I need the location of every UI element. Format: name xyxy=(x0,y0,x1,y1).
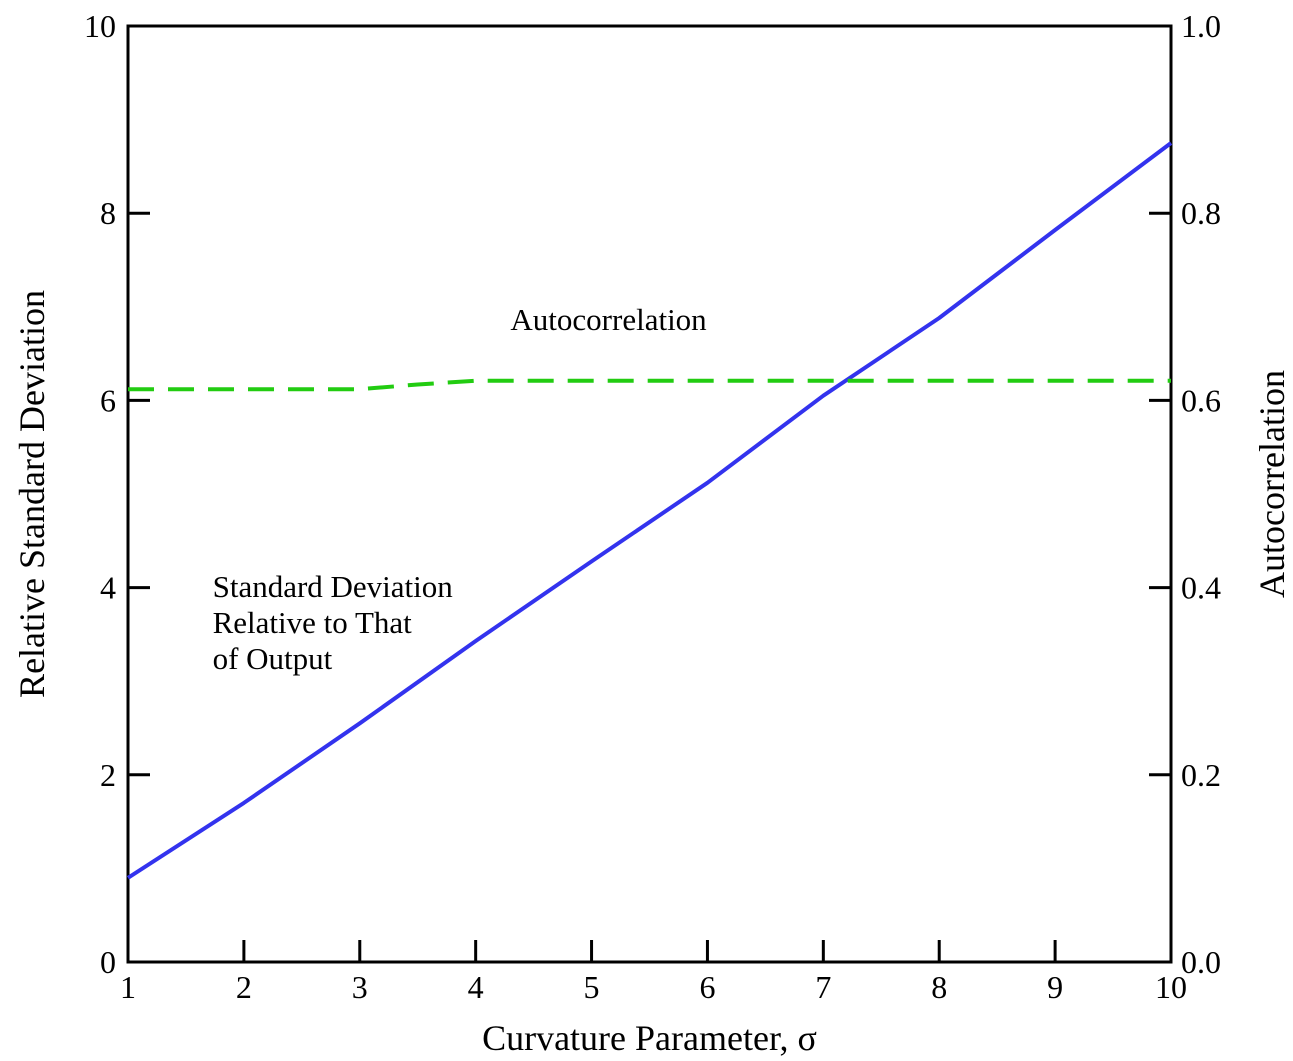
x-tick-label: 7 xyxy=(815,969,831,1005)
y-tick-label: 4 xyxy=(100,570,116,606)
x-tick-label: 9 xyxy=(1047,969,1063,1005)
y-tick-label: 6 xyxy=(100,382,116,418)
y2-tick-label: 0.4 xyxy=(1181,570,1221,606)
x-tick-label: 1 xyxy=(120,969,136,1005)
annotations: Autocorrelation Standard Deviation Relativ… xyxy=(213,302,708,676)
series-line-autocorrelation xyxy=(128,378,1171,392)
x-axis-title: Curvature Parameter, σ xyxy=(482,1018,817,1058)
annotation-label: Autocorrelation xyxy=(510,302,707,337)
series-group xyxy=(126,141,1173,880)
y2-tick-label: 0.0 xyxy=(1181,944,1221,980)
series-line-standard-deviation xyxy=(126,141,1173,880)
y2-tick-label: 0.2 xyxy=(1181,757,1221,793)
y-tick-label: 10 xyxy=(84,8,116,44)
y-tick-label: 2 xyxy=(100,757,116,793)
y-axis-title: Relative Standard Deviation xyxy=(12,290,52,698)
y2-axis-title: Autocorrelation xyxy=(1252,370,1292,598)
x-tick-label: 5 xyxy=(584,969,600,1005)
annotation-line: Autocorrelation xyxy=(510,302,707,337)
x-tick-label: 3 xyxy=(352,969,368,1005)
y2-tick-label: 0.6 xyxy=(1181,382,1221,418)
plot-frame xyxy=(126,24,1173,964)
y2-tick-label: 0.8 xyxy=(1181,195,1221,231)
annotation-line: of Output xyxy=(213,641,333,676)
y2-tick-label: 1.0 xyxy=(1181,8,1221,44)
x-tick-label: 6 xyxy=(699,969,715,1005)
y-tick-label: 0 xyxy=(100,944,116,980)
x-tick-label: 4 xyxy=(468,969,484,1005)
annotation-line: Relative to That xyxy=(213,605,413,640)
annotation-label: Standard Deviation Relative to That of Out… xyxy=(213,569,454,676)
x-tick-label: 8 xyxy=(931,969,947,1005)
annotation-line: Standard Deviation xyxy=(213,569,454,604)
y-tick-label: 8 xyxy=(100,195,116,231)
x-tick-label: 10 xyxy=(1155,969,1187,1005)
x-tick-label: 2 xyxy=(236,969,252,1005)
